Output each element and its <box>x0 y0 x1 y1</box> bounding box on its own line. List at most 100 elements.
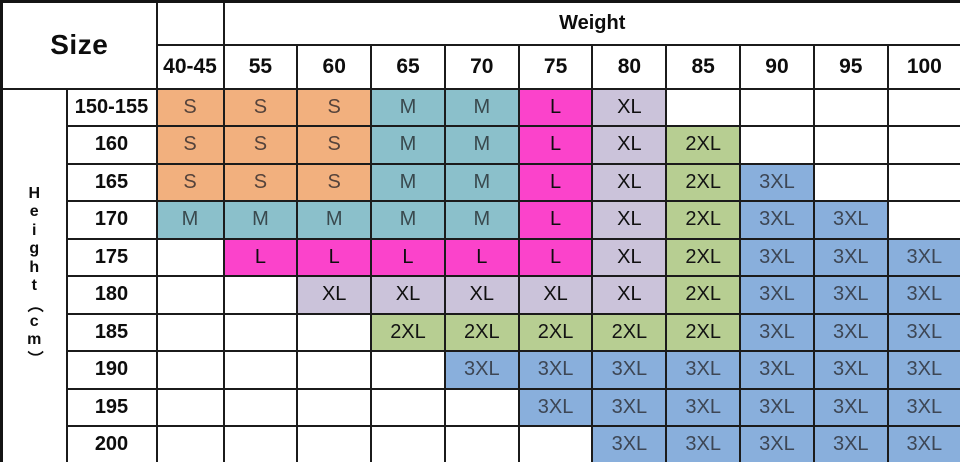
height-row-header: 150-155 <box>65 87 158 127</box>
empty-cell <box>155 312 225 352</box>
size-cell: M <box>370 162 446 202</box>
size-cell: S <box>296 87 373 127</box>
size-cell: L <box>370 237 446 277</box>
weight-col-header: 70 <box>443 43 520 90</box>
size-cell: XL <box>591 275 668 315</box>
size-cell: 3XL <box>886 237 960 277</box>
size-cell: 2XL <box>665 162 742 202</box>
size-cell: XL <box>591 125 668 165</box>
size-cell: 3XL <box>812 237 889 277</box>
weight-col-header: 65 <box>370 43 446 90</box>
size-cell: XL <box>591 237 668 277</box>
size-cell: 3XL <box>812 425 889 462</box>
empty-cell <box>155 387 225 427</box>
empty-cell <box>155 425 225 462</box>
size-cell: XL <box>591 200 668 240</box>
height-row-header: 170 <box>65 200 158 240</box>
height-axis-letter: H <box>28 184 41 202</box>
size-cell: L <box>517 125 594 165</box>
empty-cell <box>886 162 960 202</box>
size-cell: S <box>296 125 373 165</box>
size-cell: L <box>296 237 373 277</box>
size-cell: M <box>443 162 520 202</box>
empty-cell <box>443 387 520 427</box>
size-cell: 3XL <box>665 425 742 462</box>
empty-cell <box>222 387 299 427</box>
empty-cell <box>443 425 520 462</box>
size-cell: 2XL <box>517 312 594 352</box>
size-cell: 3XL <box>812 350 889 390</box>
height-axis-letter: t <box>31 277 37 295</box>
size-cell: 3XL <box>739 237 815 277</box>
height-row-header: 190 <box>65 350 158 390</box>
size-cell: 3XL <box>739 275 815 315</box>
weight-col-header: 60 <box>296 43 373 90</box>
size-cell: XL <box>296 275 373 315</box>
height-axis-letter: i <box>32 221 37 239</box>
size-cell: 3XL <box>886 425 960 462</box>
height-row-header: 200 <box>65 425 158 462</box>
table-row: 190 3XL 3XL 3XL 3XL 3XL 3XL 3XL <box>2 350 960 390</box>
size-cell: S <box>222 162 299 202</box>
table-row: 160 S S S M M L XL 2XL <box>2 125 960 165</box>
empty-cell <box>296 425 373 462</box>
size-cell: S <box>222 125 299 165</box>
size-cell: L <box>517 200 594 240</box>
weight-col-header: 100 <box>886 43 960 90</box>
table-row: 165 S S S M M L XL 2XL 3XL <box>2 162 960 202</box>
height-row-header: 180 <box>65 275 158 315</box>
size-cell: 3XL <box>812 200 889 240</box>
empty-cell <box>296 312 373 352</box>
size-cell: 3XL <box>812 312 889 352</box>
weight-col-header: 80 <box>591 43 668 90</box>
size-cell: 2XL <box>443 312 520 352</box>
size-cell: S <box>155 87 225 127</box>
empty-cell <box>739 87 815 127</box>
empty-cell <box>222 350 299 390</box>
size-cell: 3XL <box>591 425 668 462</box>
table-row: 180 XL XL XL XL XL 2XL 3XL 3XL 3XL <box>2 275 960 315</box>
size-cell: S <box>222 87 299 127</box>
empty-cell <box>886 87 960 127</box>
empty-cell <box>812 162 889 202</box>
empty-cell <box>370 387 446 427</box>
empty-cell <box>155 237 225 277</box>
size-cell: M <box>370 87 446 127</box>
size-cell: M <box>155 200 225 240</box>
height-axis-letter: e <box>29 203 39 221</box>
size-cell: L <box>222 237 299 277</box>
size-cell: 2XL <box>591 312 668 352</box>
size-cell: S <box>296 162 373 202</box>
size-cell: 3XL <box>739 425 815 462</box>
height-axis-letter: （ <box>25 296 43 313</box>
empty-cell <box>155 275 225 315</box>
height-row-header: 165 <box>65 162 158 202</box>
size-cell: S <box>155 162 225 202</box>
weight-col-header: 55 <box>222 43 299 90</box>
size-cell: XL <box>517 275 594 315</box>
weight-col-header: 75 <box>517 43 594 90</box>
size-cell: M <box>443 125 520 165</box>
size-cell: 3XL <box>443 350 520 390</box>
size-cell: XL <box>443 275 520 315</box>
weight-axis-label: Weight <box>222 0 960 46</box>
size-cell: M <box>443 87 520 127</box>
size-cell: 2XL <box>665 125 742 165</box>
height-row-header: 195 <box>65 387 158 427</box>
size-cell: S <box>155 125 225 165</box>
empty-cell <box>370 425 446 462</box>
empty-cell <box>517 425 594 462</box>
table-row: 175 L L L L L XL 2XL 3XL 3XL 3XL <box>2 237 960 277</box>
size-cell: 3XL <box>886 387 960 427</box>
size-cell: M <box>370 125 446 165</box>
table-row: 170 M M M M M L XL 2XL 3XL 3XL <box>2 200 960 240</box>
size-cell: 3XL <box>739 350 815 390</box>
size-cell: 3XL <box>739 200 815 240</box>
weight-col-header: 90 <box>739 43 815 90</box>
empty-cell <box>222 425 299 462</box>
size-cell: L <box>517 162 594 202</box>
table-row: 195 3XL 3XL 3XL 3XL 3XL 3XL <box>2 387 960 427</box>
